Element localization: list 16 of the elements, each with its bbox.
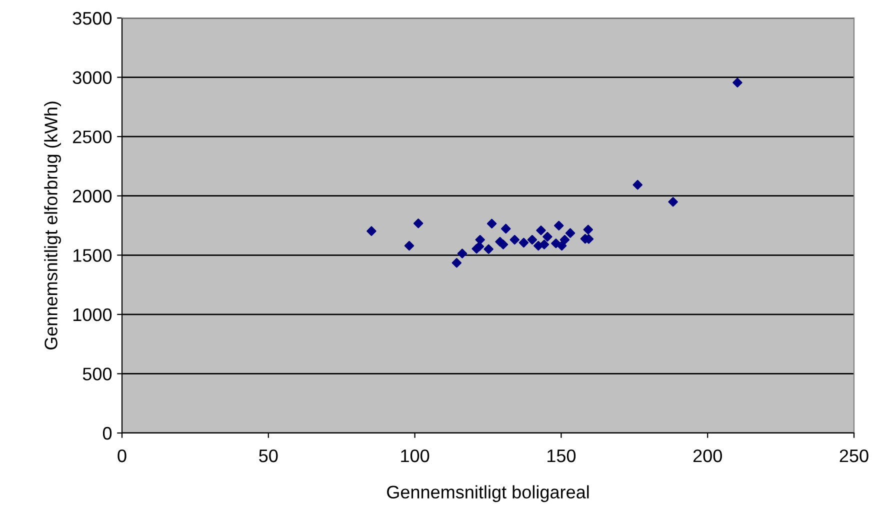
y-axis-title: Gennemsnitligt elforbrug (kWh): [44, 102, 62, 350]
x-tick-label: 250: [840, 449, 868, 462]
y-tick-label: 2500: [73, 130, 112, 144]
y-tick-label: 1500: [73, 249, 112, 262]
y-tick-label: 500: [82, 368, 112, 380]
x-tick-label: 50: [259, 449, 278, 462]
x-tick-label: 0: [118, 449, 126, 462]
x-tick-label: 100: [401, 449, 430, 462]
y-tick-label: 2000: [73, 190, 112, 203]
y-tick-label: 3000: [72, 71, 112, 84]
x-axis-title: Gennemsnitligt boligareal: [387, 485, 589, 502]
y-tick-label: 1000: [73, 308, 112, 322]
y-tick-label: 0: [102, 426, 112, 440]
x-tick-label: 200: [693, 449, 722, 462]
y-tick-label: 3500: [72, 12, 112, 25]
x-tick-label: 150: [548, 449, 576, 462]
